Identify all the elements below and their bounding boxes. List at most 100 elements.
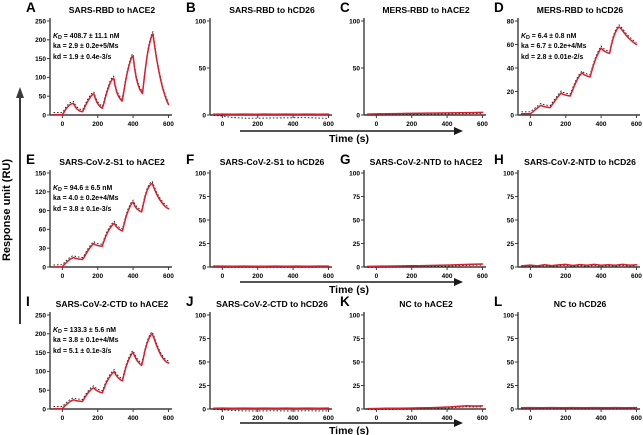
y-tick-label: 200 [35, 331, 46, 338]
response-axis-arrow [16, 87, 24, 324]
y-tick-label: 50 [199, 359, 207, 366]
y-tick-label: 60 [39, 227, 47, 234]
y-tick-label: 50 [199, 65, 207, 72]
y-tick-label: 50 [39, 94, 47, 101]
x-tick-label: 600 [323, 273, 334, 280]
panel-letter: E [26, 152, 36, 167]
panel-title: MERS-RBD to hCD26 [536, 5, 624, 15]
y-tick-label: 250 [35, 18, 46, 25]
panel-C: C MERS-RBD to hACE2 0 50 100 0 200 400 600 [338, 0, 490, 142]
panel-title: NC to hACE2 [399, 299, 453, 309]
time-axis-label-row3: Time (s) [329, 425, 369, 435]
panel-title: SARS-CoV-2-S1 to hCD26 [219, 157, 325, 167]
fit-curve [367, 112, 483, 116]
y-tick-label: 250 [35, 312, 46, 319]
sensorgram-plot: 0 50 100 0 200 400 600 [195, 18, 334, 128]
x-tick-label: 0 [375, 121, 379, 128]
y-tick-label: 25 [353, 241, 361, 248]
x-tick-label: 0 [61, 415, 65, 422]
measured-curve [366, 263, 484, 268]
x-tick-label: 0 [61, 121, 65, 128]
x-tick-label: 600 [323, 415, 334, 422]
sensorgram-plot: 0 25 50 75 100 0 200 400 600 [349, 170, 488, 280]
x-tick-label: 200 [252, 415, 263, 422]
x-tick-label: 400 [442, 273, 453, 280]
panel-letter: F [186, 152, 195, 167]
kdis-line: kd = 5.1 ± 0.1e-3/s [53, 347, 112, 355]
y-tick-label: 75 [353, 336, 361, 343]
x-tick-label: 400 [596, 415, 607, 422]
panel-B: B SARS-RBD to hCD26 0 50 100 0 200 400 600 [184, 0, 336, 142]
x-tick-label: 200 [92, 121, 103, 128]
y-tick-label: 0 [42, 406, 46, 413]
panel-title: SARS-CoV-2-NTD to hCD26 [524, 157, 636, 167]
y-tick-label: 0 [202, 112, 206, 119]
y-tick-label: 50 [507, 217, 515, 224]
y-tick-label: 100 [349, 18, 360, 25]
x-tick-label: 600 [631, 121, 642, 128]
y-tick-label: 75 [507, 336, 515, 343]
y-tick-label: 150 [35, 350, 46, 357]
y-tick-label: 0 [42, 112, 46, 119]
x-tick-label: 200 [560, 121, 571, 128]
x-tick-label: 200 [406, 273, 417, 280]
kd-value: = 6.4 ± 0.8 nM [529, 33, 577, 40]
sensorgram-plot: 0 25 50 75 100 0 200 400 600 [503, 170, 642, 280]
x-tick-label: 400 [442, 415, 453, 422]
measured-curve [52, 33, 170, 116]
x-tick-label: 400 [596, 273, 607, 280]
x-tick-label: 400 [128, 273, 139, 280]
panel-letter: H [494, 152, 504, 167]
x-tick-label: 400 [288, 121, 299, 128]
x-tick-label: 0 [61, 273, 65, 280]
kd-symbol: K [53, 185, 58, 192]
y-tick-label: 0 [202, 406, 206, 413]
x-tick-label: 400 [288, 415, 299, 422]
y-tick-label: 75 [199, 194, 207, 201]
panel-title: MERS-RBD to hACE2 [382, 5, 470, 15]
x-tick-label: 200 [560, 273, 571, 280]
x-tick-label: 600 [163, 415, 174, 422]
y-tick-label: 150 [35, 56, 46, 63]
y-tick-label: 100 [35, 369, 46, 376]
panel-letter: D [494, 0, 504, 15]
y-tick-label: 100 [195, 312, 206, 319]
x-tick-label: 600 [323, 121, 334, 128]
x-tick-label: 0 [529, 273, 533, 280]
y-tick-label: 100 [349, 170, 360, 177]
x-tick-label: 600 [163, 273, 174, 280]
kd-subscript: D [57, 35, 62, 41]
y-tick-label: 0 [356, 112, 360, 119]
kd-line: KD = 6.4 ± 0.8 nM [521, 32, 586, 42]
x-tick-label: 0 [375, 415, 379, 422]
kd-symbol: K [53, 33, 58, 40]
panel-title: SARS-CoV-2-S1 to hACE2 [59, 157, 165, 167]
y-tick-label: 100 [195, 170, 206, 177]
x-tick-label: 600 [631, 415, 642, 422]
fit-curve [53, 180, 169, 266]
fit-curve [367, 406, 483, 411]
panel-F: F SARS-CoV-2-S1 to hCD26 0 25 50 75 100 0 200 400… [184, 152, 336, 294]
y-tick-label: 0 [356, 264, 360, 271]
y-tick-label: 25 [507, 241, 515, 248]
kd-line: KD = 408.7 ± 11.1 nM [53, 32, 120, 42]
sensorgram-plot: 0 20 40 60 80 0 200 400 600 [507, 18, 642, 128]
y-tick-label: 60 [507, 42, 515, 49]
panel-title: SARS-CoV-2-CTD to hACE2 [55, 299, 169, 309]
panel-letter: I [26, 294, 30, 309]
y-tick-label: 100 [503, 312, 514, 319]
panel-title: SARS-RBD to hCD26 [229, 5, 315, 15]
fit-curve [53, 331, 169, 408]
kdis-line: kd = 1.9 ± 0.4e-3/s [53, 53, 112, 61]
y-tick-label: 25 [199, 383, 207, 390]
x-tick-label: 200 [252, 273, 263, 280]
x-tick-label: 0 [221, 273, 225, 280]
kd-line: KD = 94.6 ± 6.5 nM [53, 184, 118, 194]
y-tick-label: 50 [353, 217, 361, 224]
fit-curve [213, 408, 329, 412]
x-tick-label: 400 [128, 121, 139, 128]
kinetics-text: KD = 6.4 ± 0.8 nM ka = 6.7 ± 0.2e+4/Ms kd … [521, 32, 586, 63]
sensorgram-plot: 0 25 50 75 100 0 200 400 600 [349, 312, 488, 422]
kd-symbol: K [53, 327, 58, 334]
